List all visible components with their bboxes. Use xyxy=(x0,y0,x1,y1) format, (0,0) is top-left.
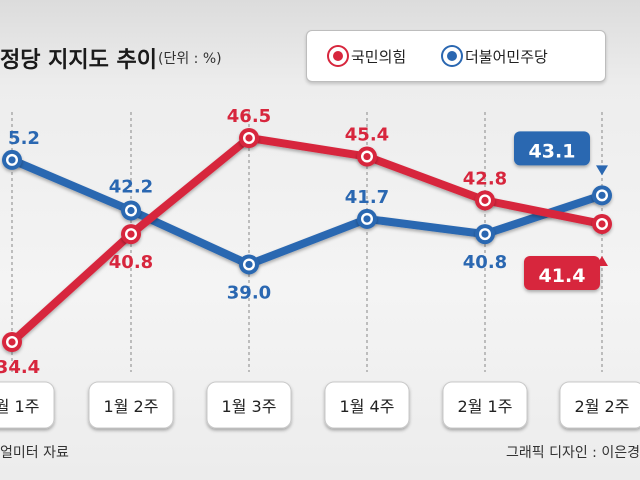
data-label: 40.8 xyxy=(109,252,153,273)
data-label: 42.8 xyxy=(463,168,507,189)
category-pill xyxy=(442,381,528,429)
data-label: 41.4 xyxy=(539,265,586,287)
data-label: 40.8 xyxy=(463,252,507,273)
data-label: 43.1 xyxy=(529,140,576,162)
data-label: 45.4 xyxy=(345,125,389,146)
x-tick-label: 1월 4주 xyxy=(340,397,395,416)
data-label: 42.2 xyxy=(109,176,153,197)
x-tick-label: 1월 2주 xyxy=(104,397,159,416)
data-point-core xyxy=(363,215,371,223)
chart-title: 정당 지지도 추이 xyxy=(0,48,157,73)
data-point-core xyxy=(127,206,135,215)
red-circle-icon xyxy=(329,47,347,65)
data-point-core xyxy=(245,260,253,269)
data-point-core xyxy=(127,230,135,238)
series-line xyxy=(8,155,606,269)
category-pill xyxy=(0,381,55,429)
category-pill xyxy=(559,381,640,429)
data-label: 5.2 xyxy=(8,128,40,149)
data-point-core xyxy=(8,338,16,346)
data-label: 41.7 xyxy=(345,187,389,208)
legend: 국민의힘 더불어민주당 xyxy=(306,30,606,82)
x-tick-label: 2월 2주 xyxy=(575,397,630,416)
category-pill xyxy=(324,381,410,429)
data-point-core xyxy=(481,230,489,238)
data-point-core xyxy=(245,134,253,142)
data-point-core xyxy=(8,156,16,164)
data-label: 39.0 xyxy=(227,282,271,303)
data-point-core xyxy=(598,220,606,228)
data-point-core xyxy=(363,152,371,161)
series-line xyxy=(8,134,606,346)
data-label-box xyxy=(514,131,590,166)
callout-pointer xyxy=(596,255,608,266)
x-tick-label: 1월 3주 xyxy=(222,397,277,416)
data-label: 46.5 xyxy=(227,106,271,127)
data-point-core xyxy=(598,191,606,199)
source-note: 얼미터 자료 xyxy=(0,445,69,461)
category-pill xyxy=(206,381,292,429)
legend-label: 국민의힘 xyxy=(351,47,407,66)
blue-circle-icon xyxy=(443,47,461,65)
data-point-core xyxy=(481,196,489,204)
callout-pointer xyxy=(596,165,608,176)
category-pill xyxy=(88,381,174,429)
legend-item-dp: 더불어민주당 xyxy=(443,45,548,67)
x-tick-label: 2월 1주 xyxy=(458,397,513,416)
graphic-credit: 그래픽 디자인 : 이은경 xyxy=(506,445,640,461)
data-label-box xyxy=(524,255,600,290)
legend-item-ppp: 국민의힘 xyxy=(329,45,406,67)
data-label: 34.4 xyxy=(0,357,40,378)
x-tick-label: 1월 1주 xyxy=(0,397,39,416)
legend-label: 더불어민주당 xyxy=(465,47,548,66)
unit-label: (단위 : %) xyxy=(158,51,222,67)
